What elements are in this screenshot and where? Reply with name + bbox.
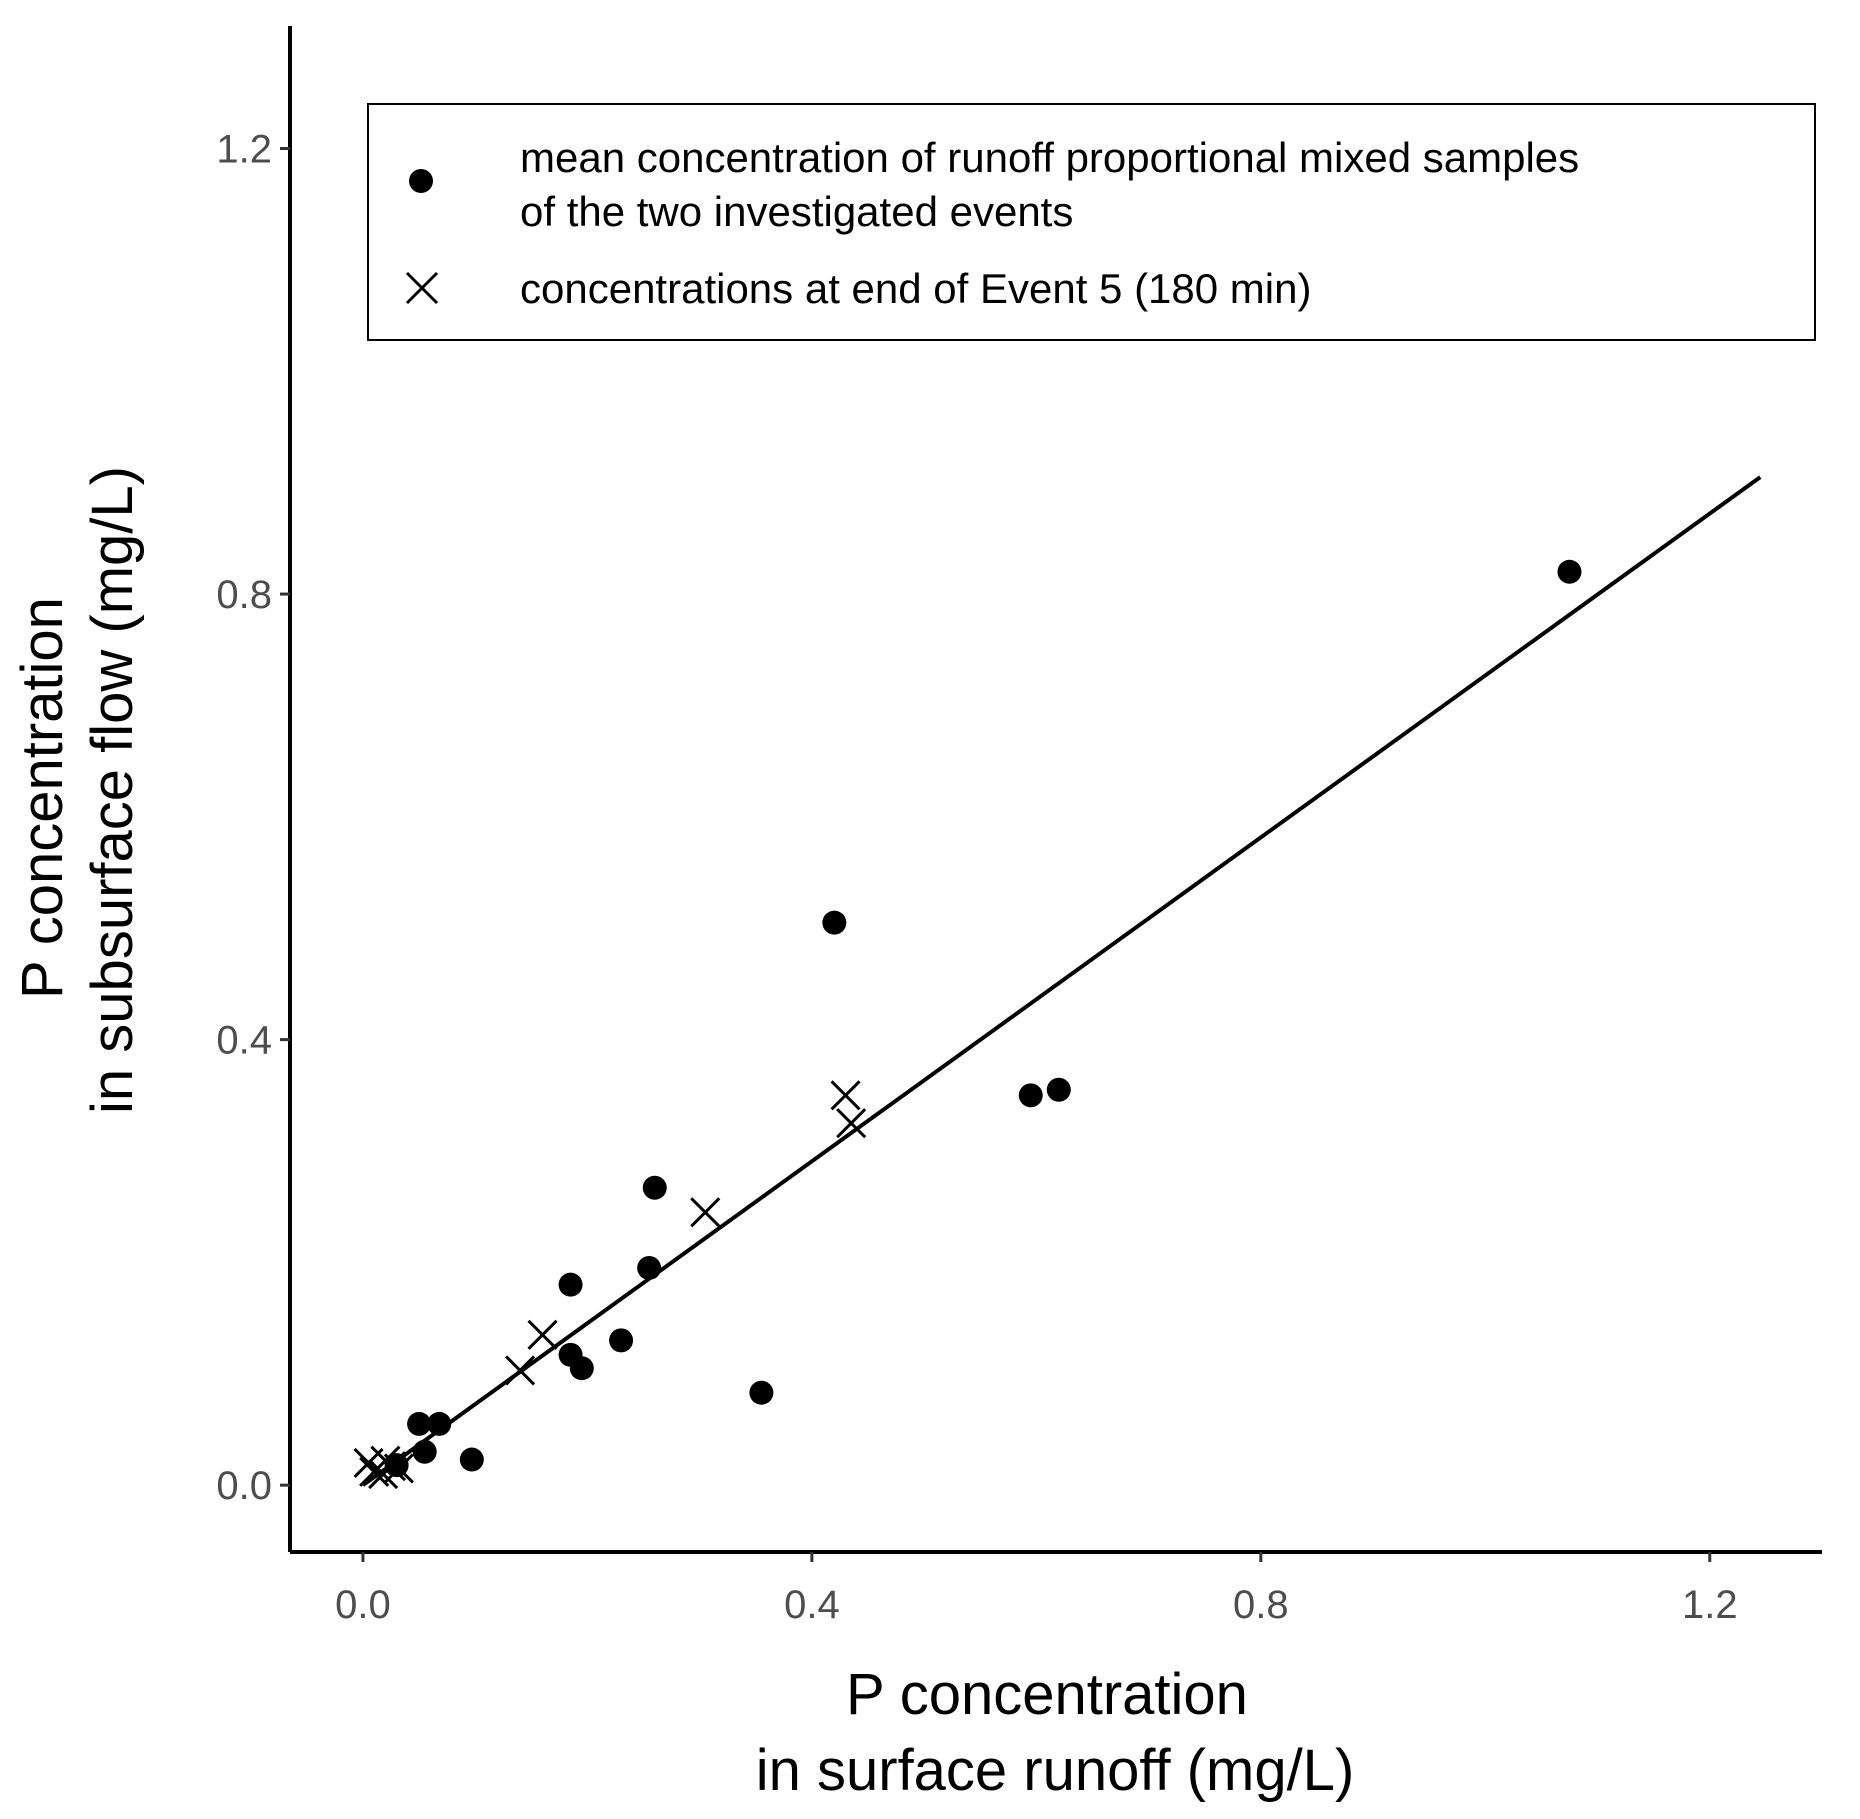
- point-mean-concentration: [749, 1380, 774, 1405]
- y-ticks: 0.0 0.4 0.8 1.2: [216, 128, 290, 1508]
- point-mean-concentration: [459, 1447, 484, 1472]
- plot-area: 0.0 0.4 0.8 1.2 0.0 0.4 0.8 1.2: [216, 26, 1822, 1627]
- x-tick-label: 0.8: [1233, 1583, 1289, 1627]
- legend-box: [367, 103, 1816, 341]
- x-tick-label: 1.2: [1682, 1583, 1738, 1627]
- y-axis-title: P concentration in subsurface flow (mg/L…: [10, 466, 145, 1114]
- point-event5-end: [830, 1080, 861, 1111]
- point-mean-concentration: [1557, 559, 1582, 584]
- x-axis-title-line-2: in surface runoff (mg/L): [756, 1738, 1355, 1803]
- x-ticks: 0.0 0.4 0.8 1.2: [335, 1552, 1738, 1627]
- point-mean-concentration: [558, 1272, 583, 1297]
- point-mean-concentration: [642, 1175, 667, 1200]
- y-tick-label: 0.4: [216, 1019, 272, 1063]
- point-mean-concentration: [412, 1439, 437, 1464]
- point-mean-concentration: [1018, 1083, 1043, 1108]
- legend-label-circles-line-1: mean concentration of runoff proportiona…: [520, 134, 1579, 181]
- point-event5-end: [505, 1355, 536, 1386]
- x-axis-title-line-1: P concentration: [846, 1662, 1248, 1727]
- point-mean-concentration: [427, 1411, 452, 1436]
- legend-label-crosses: concentrations at end of Event 5 (180 mi…: [520, 265, 1311, 312]
- x-axis-title: P concentration in surface runoff (mg/L): [756, 1662, 1355, 1803]
- point-mean-concentration: [637, 1255, 662, 1280]
- legend-label-circles-line-2: of the two investigated events: [520, 188, 1073, 235]
- y-tick-label: 0.0: [216, 1464, 272, 1508]
- point-mean-concentration: [822, 910, 847, 935]
- y-tick-label: 0.8: [216, 573, 272, 617]
- point-mean-concentration: [407, 1411, 432, 1436]
- x-tick-label: 0.4: [784, 1583, 840, 1627]
- legend-circle-marker: [409, 169, 433, 193]
- y-axis-title-line-1: P concentration: [10, 597, 75, 999]
- point-event5-end: [527, 1319, 558, 1350]
- y-axis-title-line-2: in subsurface flow (mg/L): [80, 466, 145, 1114]
- point-event5-end: [690, 1197, 721, 1228]
- fit-line: [361, 475, 1762, 1487]
- point-mean-concentration: [609, 1328, 634, 1353]
- point-mean-concentration: [1046, 1077, 1071, 1102]
- y-tick-label: 1.2: [216, 128, 272, 172]
- point-event5-end: [383, 1453, 414, 1484]
- x-tick-label: 0.0: [335, 1583, 391, 1627]
- point-mean-concentration: [569, 1356, 594, 1381]
- legend-x-marker: [405, 271, 439, 305]
- data-points: [353, 559, 1582, 1490]
- legend: mean concentration of runoff proportiona…: [367, 103, 1816, 341]
- point-event5-end: [370, 1445, 401, 1476]
- point-event5-end: [836, 1108, 867, 1139]
